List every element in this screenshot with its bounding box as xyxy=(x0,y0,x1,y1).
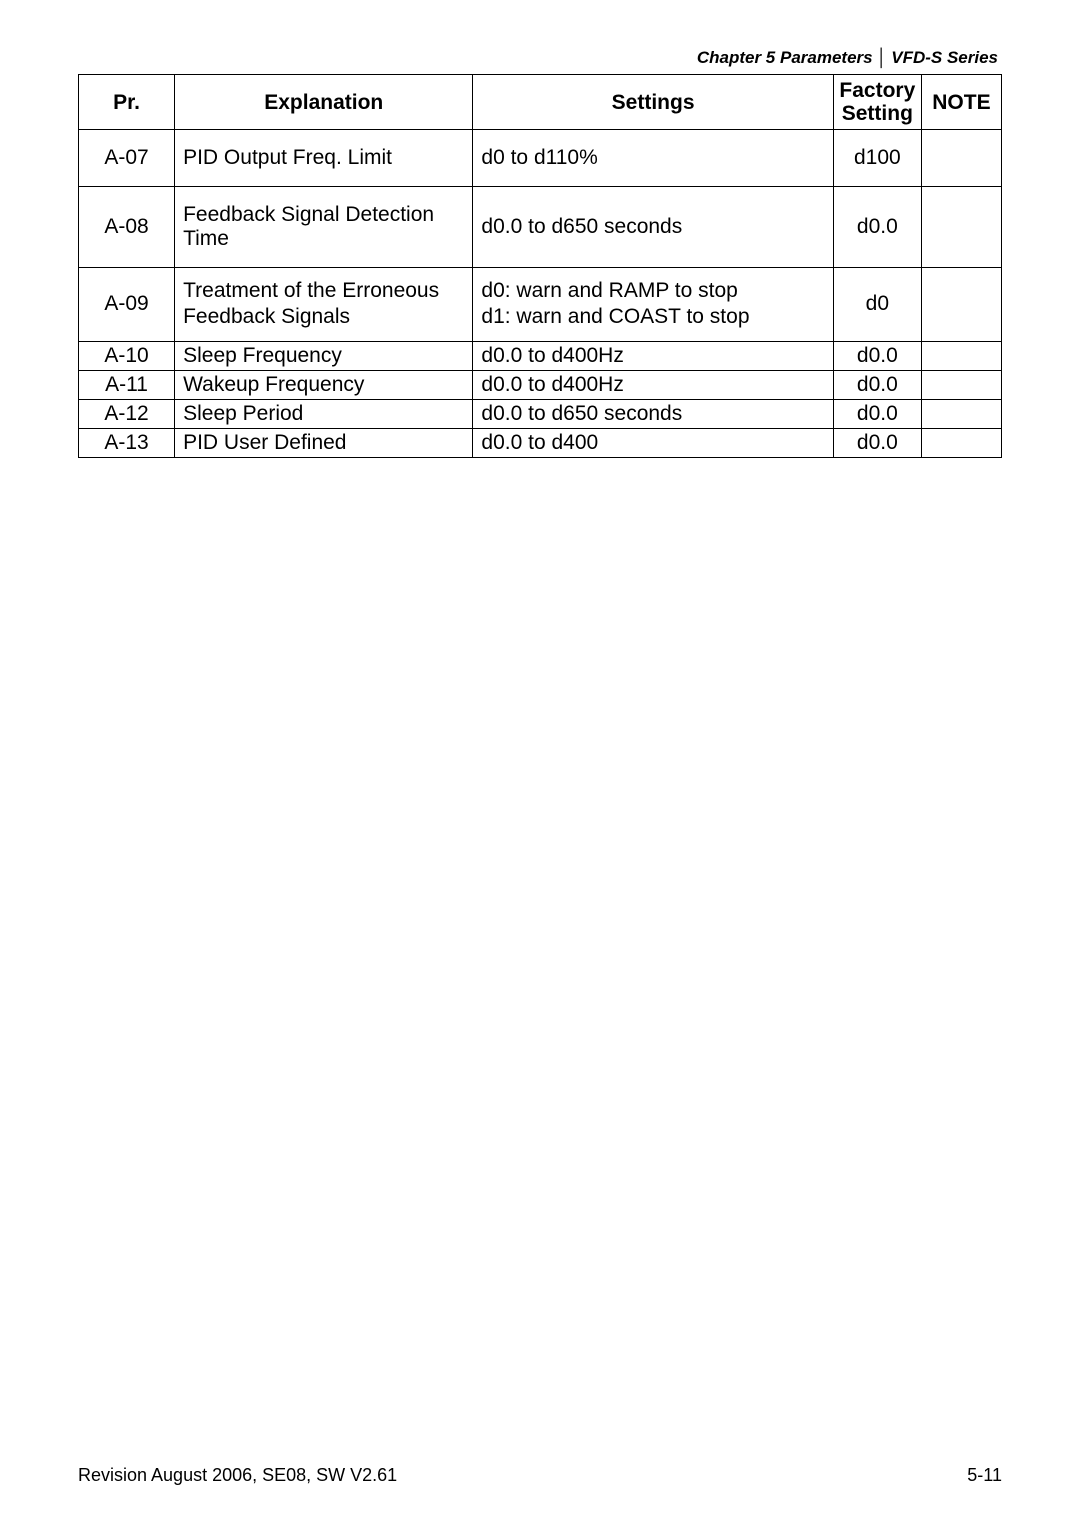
cell-factory: d0.0 xyxy=(833,341,921,370)
col-header-factory: Factory Setting xyxy=(833,75,921,130)
cell-explanation: Sleep Period xyxy=(175,399,473,428)
cell-explanation: PID User Defined xyxy=(175,428,473,457)
cell-settings: d0 to d110% xyxy=(473,130,833,187)
cell-factory: d0.0 xyxy=(833,428,921,457)
cell-explanation-l2: Feedback Signals xyxy=(183,305,350,328)
cell-settings-l1: d0: warn and RAMP to stop xyxy=(481,279,737,302)
header-chapter: Chapter 5 Parameters xyxy=(697,48,873,67)
cell-settings: d0.0 to d650 seconds xyxy=(473,187,833,268)
table-row: A-10 Sleep Frequency d0.0 to d400Hz d0.0 xyxy=(79,341,1002,370)
cell-pr: A-07 xyxy=(79,130,175,187)
cell-note xyxy=(921,130,1001,187)
cell-pr: A-11 xyxy=(79,370,175,399)
footer-page-number: 5-11 xyxy=(967,1465,1002,1486)
table-header-row: Pr. Explanation Settings Factory Setting… xyxy=(79,75,1002,130)
table-row: A-13 PID User Defined d0.0 to d400 d0.0 xyxy=(79,428,1002,457)
table-row: A-12 Sleep Period d0.0 to d650 seconds d… xyxy=(79,399,1002,428)
table-body: A-07 PID Output Freq. Limit d0 to d110% … xyxy=(79,130,1002,458)
cell-factory: d0.0 xyxy=(833,187,921,268)
cell-pr: A-10 xyxy=(79,341,175,370)
parameters-table: Pr. Explanation Settings Factory Setting… xyxy=(78,74,1002,458)
col-header-factory-l2: Setting xyxy=(842,102,913,125)
cell-factory: d0.0 xyxy=(833,399,921,428)
cell-explanation: Sleep Frequency xyxy=(175,341,473,370)
cell-settings: d0.0 to d400Hz xyxy=(473,341,833,370)
footer-revision: Revision August 2006, SE08, SW V2.61 xyxy=(78,1465,397,1486)
cell-note xyxy=(921,341,1001,370)
cell-explanation: Treatment of the Erroneous Feedback Sign… xyxy=(175,268,473,342)
cell-explanation: PID Output Freq. Limit xyxy=(175,130,473,187)
page-header: Chapter 5 Parameters│VFD-S Series xyxy=(78,48,1002,68)
col-header-explanation: Explanation xyxy=(175,75,473,130)
table-row: A-08 Feedback Signal Detection Time d0.0… xyxy=(79,187,1002,268)
cell-explanation-l1: Treatment of the Erroneous xyxy=(183,279,439,302)
cell-note xyxy=(921,428,1001,457)
cell-factory: d0 xyxy=(833,268,921,342)
col-header-note: NOTE xyxy=(921,75,1001,130)
cell-note xyxy=(921,399,1001,428)
cell-factory: d100 xyxy=(833,130,921,187)
cell-settings: d0.0 to d400Hz xyxy=(473,370,833,399)
cell-pr: A-08 xyxy=(79,187,175,268)
cell-factory: d0.0 xyxy=(833,370,921,399)
table-row: A-09 Treatment of the Erroneous Feedback… xyxy=(79,268,1002,342)
cell-pr: A-13 xyxy=(79,428,175,457)
col-header-factory-l1: Factory xyxy=(839,79,915,102)
cell-pr: A-12 xyxy=(79,399,175,428)
header-series: VFD-S Series xyxy=(891,48,998,67)
cell-explanation: Wakeup Frequency xyxy=(175,370,473,399)
cell-settings: d0.0 to d400 xyxy=(473,428,833,457)
cell-settings: d0.0 to d650 seconds xyxy=(473,399,833,428)
cell-settings-l2: d1: warn and COAST to stop xyxy=(481,305,749,328)
cell-explanation: Feedback Signal Detection Time xyxy=(175,187,473,268)
cell-pr: A-09 xyxy=(79,268,175,342)
cell-note xyxy=(921,187,1001,268)
cell-note xyxy=(921,370,1001,399)
col-header-pr: Pr. xyxy=(79,75,175,130)
cell-settings: d0: warn and RAMP to stop d1: warn and C… xyxy=(473,268,833,342)
table-row: A-11 Wakeup Frequency d0.0 to d400Hz d0.… xyxy=(79,370,1002,399)
table-row: A-07 PID Output Freq. Limit d0 to d110% … xyxy=(79,130,1002,187)
page-footer: Revision August 2006, SE08, SW V2.61 5-1… xyxy=(78,1465,1002,1486)
cell-note xyxy=(921,268,1001,342)
col-header-settings: Settings xyxy=(473,75,833,130)
